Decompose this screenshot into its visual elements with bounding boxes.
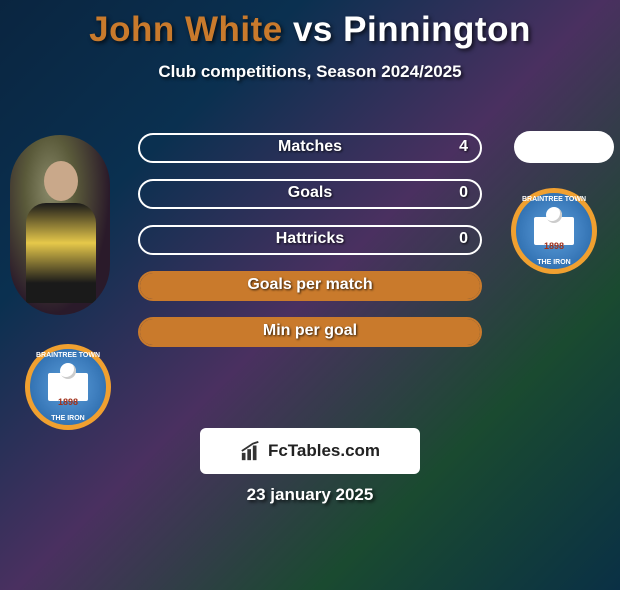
- comparison-title: John White vs Pinnington: [0, 10, 620, 50]
- player1-club-logo: BRAINTREE TOWN 1898 THE IRON: [25, 344, 111, 430]
- vs-text: vs: [293, 10, 333, 49]
- club-motto-arc: THE IRON: [51, 415, 84, 422]
- chart-icon: [240, 440, 262, 462]
- brand-text: FcTables.com: [268, 441, 380, 461]
- stat-bars: Matches 4 Goals 0 Hattricks 0 Goals per …: [138, 133, 482, 363]
- player2-club-logo: BRAINTREE TOWN 1898 THE IRON: [511, 188, 597, 274]
- bar-label: Goals per match: [138, 276, 482, 294]
- club-year: 1898: [544, 241, 564, 251]
- stat-bar-goals-per-match: Goals per match: [138, 271, 482, 301]
- club-name-arc: BRAINTREE TOWN: [36, 352, 100, 359]
- player2-name: Pinnington: [343, 10, 531, 49]
- bar-label: Hattricks: [138, 230, 482, 248]
- stat-bar-matches: Matches 4: [138, 133, 482, 163]
- stat-bar-hattricks: Hattricks 0: [138, 225, 482, 255]
- club-year: 1898: [58, 397, 78, 407]
- club-motto-arc: THE IRON: [537, 259, 570, 266]
- stat-bar-goals: Goals 0: [138, 179, 482, 209]
- player1-portrait: [10, 135, 110, 315]
- club-name-arc: BRAINTREE TOWN: [522, 196, 586, 203]
- brand-box: FcTables.com: [200, 428, 420, 474]
- stat-bar-min-per-goal: Min per goal: [138, 317, 482, 347]
- bar-label: Matches: [138, 138, 482, 156]
- date-text: 23 january 2025: [0, 485, 620, 505]
- subtitle: Club competitions, Season 2024/2025: [0, 62, 620, 82]
- bar-value-p2: 0: [459, 230, 468, 248]
- bar-label: Goals: [138, 184, 482, 202]
- player1-name: John White: [89, 10, 283, 49]
- bar-value-p2: 4: [459, 138, 468, 156]
- bar-label: Min per goal: [138, 322, 482, 340]
- bar-value-p2: 0: [459, 184, 468, 202]
- player2-portrait: [514, 131, 614, 163]
